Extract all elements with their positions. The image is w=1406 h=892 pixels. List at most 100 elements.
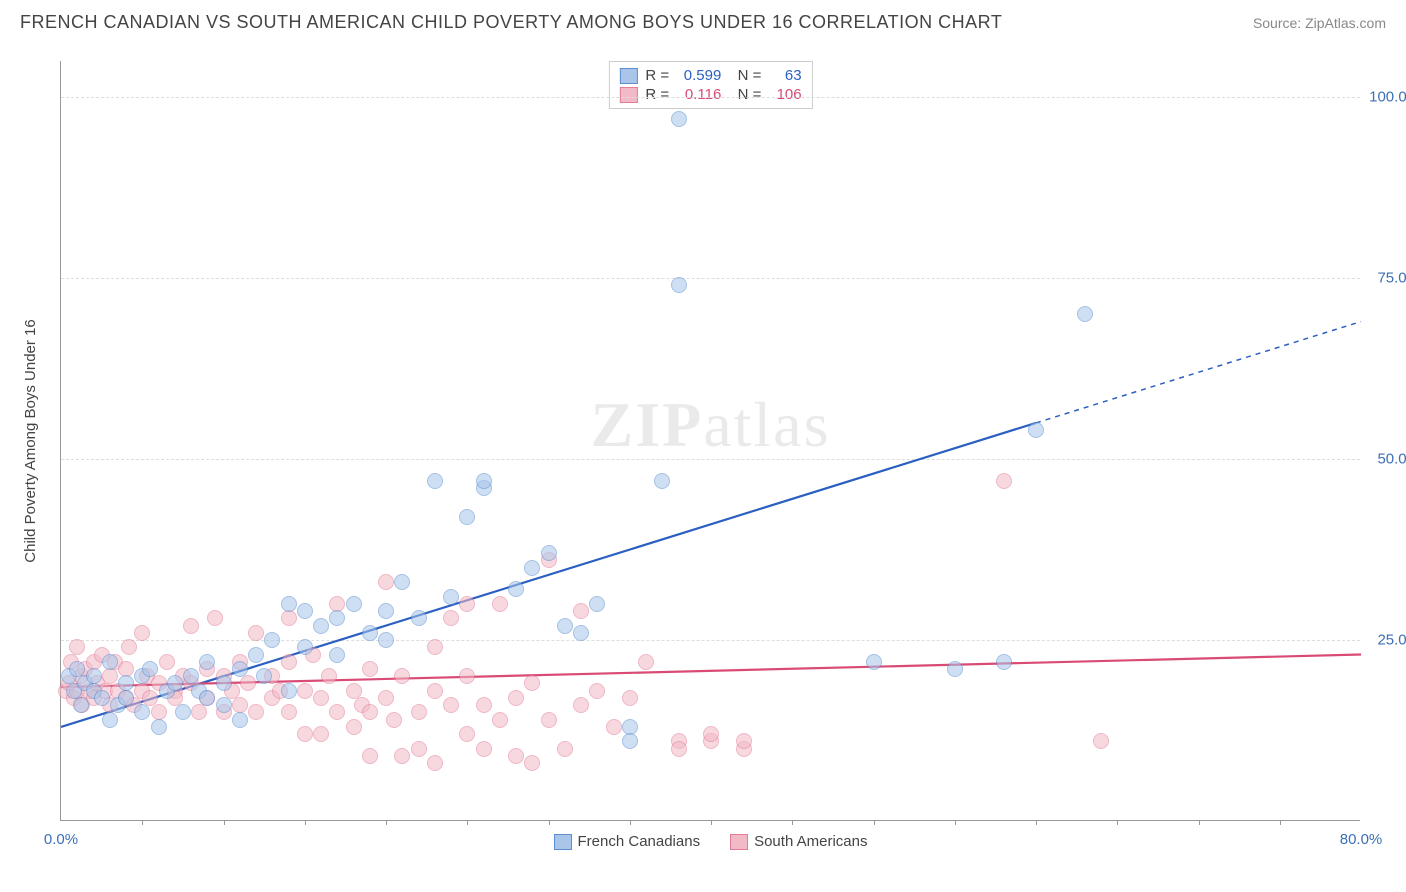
data-point — [216, 697, 232, 713]
data-point — [378, 603, 394, 619]
data-point — [378, 574, 394, 590]
legend-swatch — [619, 87, 637, 103]
xtick — [630, 820, 631, 825]
data-point — [159, 654, 175, 670]
data-point — [996, 473, 1012, 489]
data-point — [459, 668, 475, 684]
data-point — [703, 726, 719, 742]
data-point — [476, 473, 492, 489]
data-point — [947, 661, 963, 677]
data-point — [459, 509, 475, 525]
data-point — [671, 111, 687, 127]
data-point — [232, 712, 248, 728]
data-point — [362, 661, 378, 677]
data-point — [281, 654, 297, 670]
data-point — [329, 704, 345, 720]
data-point — [427, 473, 443, 489]
data-point — [671, 277, 687, 293]
gridline-h — [61, 459, 1360, 460]
data-point — [199, 690, 215, 706]
legend-label: French Canadians — [578, 833, 701, 850]
data-point — [329, 610, 345, 626]
data-point — [248, 647, 264, 663]
legend-label: South Americans — [754, 833, 867, 850]
chart-title: FRENCH CANADIAN VS SOUTH AMERICAN CHILD … — [20, 12, 1002, 33]
data-point — [216, 675, 232, 691]
data-point — [443, 697, 459, 713]
data-point — [492, 712, 508, 728]
data-point — [167, 675, 183, 691]
xtick — [142, 820, 143, 825]
data-point — [362, 625, 378, 641]
series-legend: French Canadians South Americans — [554, 833, 868, 850]
xtick — [1117, 820, 1118, 825]
data-point — [573, 625, 589, 641]
data-point — [996, 654, 1012, 670]
data-point — [142, 661, 158, 677]
data-point — [394, 574, 410, 590]
data-point — [183, 668, 199, 684]
data-point — [134, 704, 150, 720]
data-point — [427, 755, 443, 771]
data-point — [492, 596, 508, 612]
xtick — [1280, 820, 1281, 825]
xtick — [224, 820, 225, 825]
stats-row: R = 0.116 N = 106 — [619, 85, 801, 104]
data-point — [411, 704, 427, 720]
data-point — [1028, 422, 1044, 438]
data-point — [329, 647, 345, 663]
ytick-label: 75.0% — [1365, 270, 1406, 287]
data-point — [573, 697, 589, 713]
trendline-extrapolation — [1036, 322, 1361, 423]
data-point — [73, 697, 89, 713]
data-point — [394, 748, 410, 764]
data-point — [232, 661, 248, 677]
xtick — [386, 820, 387, 825]
data-point — [1093, 733, 1109, 749]
ytick-label: 50.0% — [1365, 451, 1406, 468]
data-point — [557, 741, 573, 757]
data-point — [175, 704, 191, 720]
data-point — [102, 712, 118, 728]
data-point — [866, 654, 882, 670]
data-point — [248, 704, 264, 720]
xtick — [549, 820, 550, 825]
legend-item: South Americans — [730, 833, 867, 850]
data-point — [476, 741, 492, 757]
data-point — [378, 632, 394, 648]
data-point — [362, 748, 378, 764]
data-point — [191, 704, 207, 720]
xtick — [955, 820, 956, 825]
ytick-label: 25.0% — [1365, 632, 1406, 649]
gridline-h — [61, 97, 1360, 98]
stats-row: R = 0.599 N = 63 — [619, 66, 801, 85]
xtick-label: 0.0% — [44, 831, 78, 848]
data-point — [94, 690, 110, 706]
xtick — [467, 820, 468, 825]
data-point — [142, 690, 158, 706]
n-label: N = 63 — [729, 67, 801, 84]
trendline-french-canadians — [61, 423, 1036, 727]
y-axis-label: Child Poverty Among Boys Under 16 — [22, 319, 39, 562]
data-point — [622, 690, 638, 706]
data-point — [524, 675, 540, 691]
xtick — [305, 820, 306, 825]
data-point — [256, 668, 272, 684]
data-point — [362, 704, 378, 720]
data-point — [199, 654, 215, 670]
chart-container: Child Poverty Among Boys Under 16 ZIPatl… — [0, 41, 1406, 891]
data-point — [443, 610, 459, 626]
data-point — [541, 545, 557, 561]
data-point — [69, 639, 85, 655]
data-point — [69, 661, 85, 677]
data-point — [427, 639, 443, 655]
data-point — [557, 618, 573, 634]
source-label: Source: ZipAtlas.com — [1253, 15, 1386, 31]
data-point — [102, 654, 118, 670]
data-point — [508, 748, 524, 764]
data-point — [281, 704, 297, 720]
data-point — [297, 639, 313, 655]
data-point — [654, 473, 670, 489]
data-point — [622, 733, 638, 749]
data-point — [671, 741, 687, 757]
